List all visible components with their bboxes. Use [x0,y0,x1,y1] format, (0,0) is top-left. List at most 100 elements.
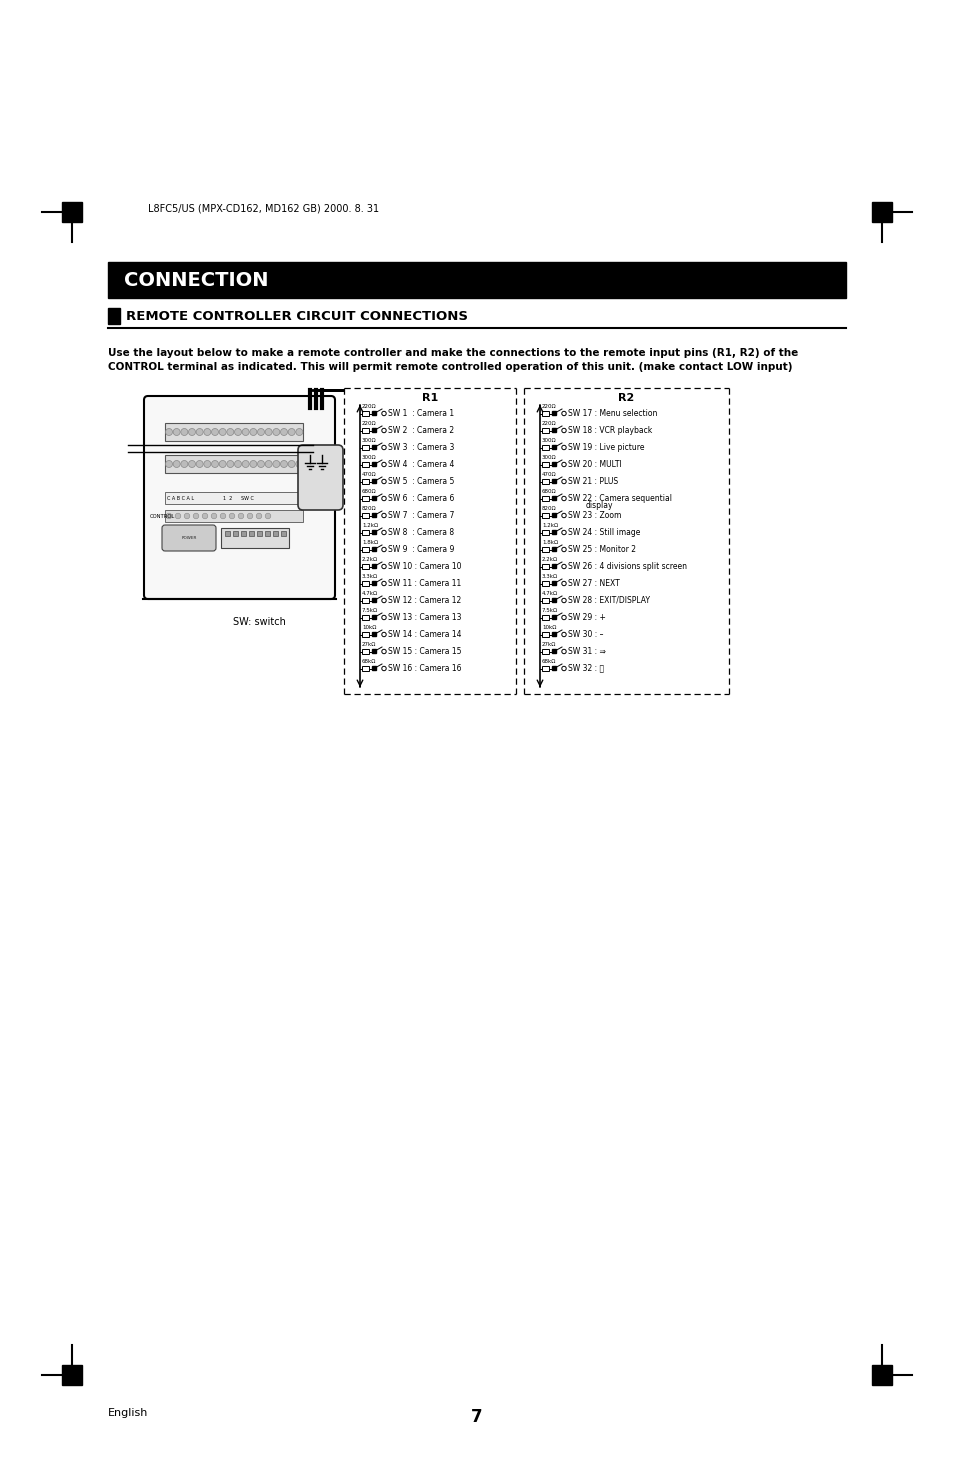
Text: SW 24 : Still image: SW 24 : Still image [567,527,639,536]
Circle shape [219,460,226,467]
Bar [552,411,556,416]
Circle shape [561,632,566,636]
Bar [372,445,375,450]
Circle shape [234,429,241,435]
Circle shape [212,460,218,467]
Text: 7: 7 [471,1407,482,1426]
Circle shape [204,460,211,467]
Text: 27kΩ: 27kΩ [361,642,376,646]
Bar [372,616,375,618]
Circle shape [381,429,386,433]
Bar [241,530,246,536]
Circle shape [561,649,566,654]
Bar [372,649,375,654]
Circle shape [561,564,566,569]
Bar [372,479,375,483]
Bar [372,665,375,670]
Text: SW 26 : 4 divisions split screen: SW 26 : 4 divisions split screen [567,561,686,570]
Bar [233,530,237,536]
Text: SW 9  : Camera 9: SW 9 : Camera 9 [388,545,454,554]
Text: 10kΩ: 10kΩ [361,624,376,630]
Text: 1.2kΩ: 1.2kΩ [541,523,558,527]
Bar [541,445,548,450]
Circle shape [381,548,386,552]
Bar [372,582,375,585]
Text: SW: switch: SW: switch [233,617,285,627]
Circle shape [288,429,294,435]
Bar [165,455,303,473]
Text: SW 8  : Camera 8: SW 8 : Camera 8 [388,527,454,536]
Bar [541,479,548,483]
Circle shape [280,460,287,467]
Circle shape [202,513,208,519]
Circle shape [173,429,180,435]
Bar [221,527,289,548]
Text: 300Ω: 300Ω [541,455,556,460]
Circle shape [265,429,272,435]
Circle shape [381,411,386,416]
Bar [552,564,556,569]
Bar [552,582,556,585]
Bar [165,492,303,504]
Bar [265,530,270,536]
Circle shape [250,460,256,467]
Bar [249,530,253,536]
Bar [372,427,375,432]
Circle shape [561,479,566,483]
Text: 1.2kΩ: 1.2kΩ [361,523,377,527]
Circle shape [220,513,226,519]
Circle shape [381,463,386,467]
Circle shape [295,429,302,435]
Text: REMOTE CONTROLLER CIRCUIT CONNECTIONS: REMOTE CONTROLLER CIRCUIT CONNECTIONS [126,310,468,323]
Circle shape [381,564,386,569]
FancyBboxPatch shape [162,524,215,551]
Circle shape [166,513,172,519]
Circle shape [181,429,188,435]
Text: 470Ω: 470Ω [361,472,376,477]
Text: SW 4  : Camera 4: SW 4 : Camera 4 [388,460,454,469]
Text: SW 14 : Camera 14: SW 14 : Camera 14 [388,630,461,639]
Circle shape [381,649,386,654]
Circle shape [273,429,279,435]
Text: 3.3kΩ: 3.3kΩ [541,574,558,579]
Bar [541,461,548,467]
Circle shape [280,429,287,435]
Circle shape [561,616,566,620]
Bar [361,411,369,416]
Text: 220Ω: 220Ω [361,422,376,426]
Text: CONTROL: CONTROL [150,514,175,519]
Circle shape [189,460,195,467]
Bar [361,582,369,586]
Text: 1.8kΩ: 1.8kΩ [361,541,377,545]
Circle shape [288,460,294,467]
Bar [108,261,845,298]
Text: SW 16 : Camera 16: SW 16 : Camera 16 [388,664,461,673]
Text: 27kΩ: 27kΩ [541,642,556,646]
Circle shape [561,497,566,501]
Text: 1  2: 1 2 [223,495,232,501]
Circle shape [175,513,181,519]
Circle shape [229,513,234,519]
Circle shape [204,429,211,435]
Bar [541,616,548,620]
FancyBboxPatch shape [297,445,343,510]
Circle shape [381,667,386,671]
Circle shape [165,460,172,467]
Text: 1.8kΩ: 1.8kΩ [541,541,558,545]
Text: 300Ω: 300Ω [361,438,376,444]
Bar [552,513,556,517]
Circle shape [295,460,302,467]
Text: CONNECTION: CONNECTION [124,270,268,289]
Bar [225,530,230,536]
Circle shape [196,460,203,467]
Text: 3.3kΩ: 3.3kΩ [361,574,377,579]
Bar [361,497,369,501]
Text: SW 12 : Camera 12: SW 12 : Camera 12 [388,595,460,605]
Text: display: display [585,501,613,510]
Bar [552,632,556,636]
Text: 7.5kΩ: 7.5kΩ [541,608,558,613]
Bar [541,649,548,654]
Circle shape [561,582,566,586]
Bar [165,510,303,521]
Circle shape [189,429,195,435]
